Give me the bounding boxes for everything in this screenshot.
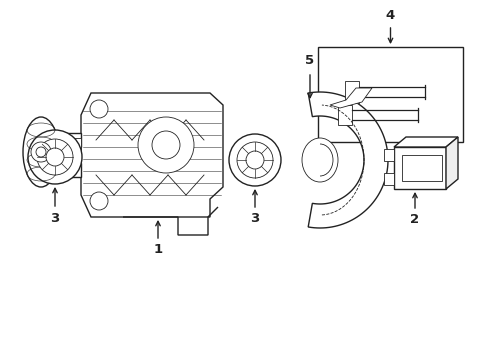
Polygon shape (81, 93, 223, 217)
Circle shape (90, 192, 108, 210)
Bar (384, 149, 394, 161)
Bar (338, 105, 352, 125)
Text: 4: 4 (386, 9, 395, 22)
Polygon shape (330, 88, 372, 108)
Text: 3: 3 (250, 212, 260, 225)
Bar (394, 147, 446, 189)
Polygon shape (59, 163, 81, 177)
Circle shape (152, 131, 180, 159)
Text: 3: 3 (50, 212, 60, 225)
Text: 5: 5 (305, 54, 315, 67)
Text: 1: 1 (153, 243, 163, 256)
Circle shape (90, 100, 108, 118)
Bar (318, 47, 463, 142)
Circle shape (246, 151, 264, 169)
Circle shape (28, 130, 82, 184)
Bar (345, 81, 359, 103)
Text: 2: 2 (411, 213, 419, 226)
Polygon shape (402, 155, 442, 181)
Polygon shape (308, 92, 388, 228)
Circle shape (46, 148, 64, 166)
Bar (384, 173, 394, 185)
Ellipse shape (302, 138, 338, 182)
Circle shape (138, 117, 194, 173)
Circle shape (229, 134, 281, 186)
Bar (59, 138, 81, 166)
Circle shape (36, 147, 46, 157)
Polygon shape (394, 137, 458, 147)
Circle shape (237, 142, 273, 178)
Ellipse shape (23, 117, 59, 187)
Polygon shape (446, 137, 458, 189)
Circle shape (31, 142, 51, 162)
Circle shape (37, 139, 73, 175)
Polygon shape (59, 133, 81, 147)
